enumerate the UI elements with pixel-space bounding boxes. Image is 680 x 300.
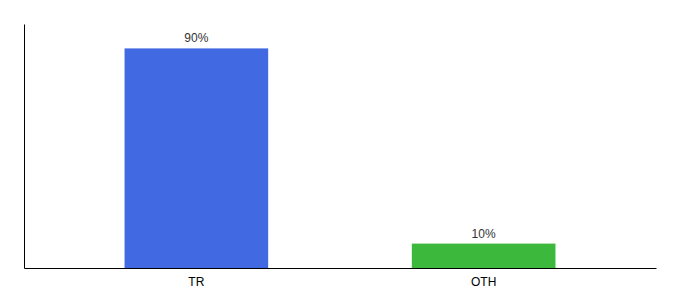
x-tick-label: TR bbox=[188, 275, 204, 289]
plot: 90% 10% TR OTH bbox=[25, 25, 657, 289]
bar bbox=[412, 244, 556, 268]
x-tick-label: OTH bbox=[471, 275, 496, 289]
x-axis: TR OTH bbox=[25, 269, 657, 289]
x-tick: TR bbox=[188, 275, 204, 289]
y-axis-line bbox=[24, 25, 25, 269]
data-labels: 90% 10% bbox=[184, 31, 496, 240]
x-axis-line bbox=[25, 268, 657, 269]
y-axis bbox=[24, 25, 25, 269]
data-label: 10% bbox=[472, 227, 496, 241]
bar bbox=[125, 48, 269, 268]
data-label: 90% bbox=[184, 31, 208, 45]
bars bbox=[125, 48, 556, 268]
x-tick: OTH bbox=[471, 275, 496, 289]
chart: 90% 10% TR OTH bbox=[0, 0, 680, 300]
